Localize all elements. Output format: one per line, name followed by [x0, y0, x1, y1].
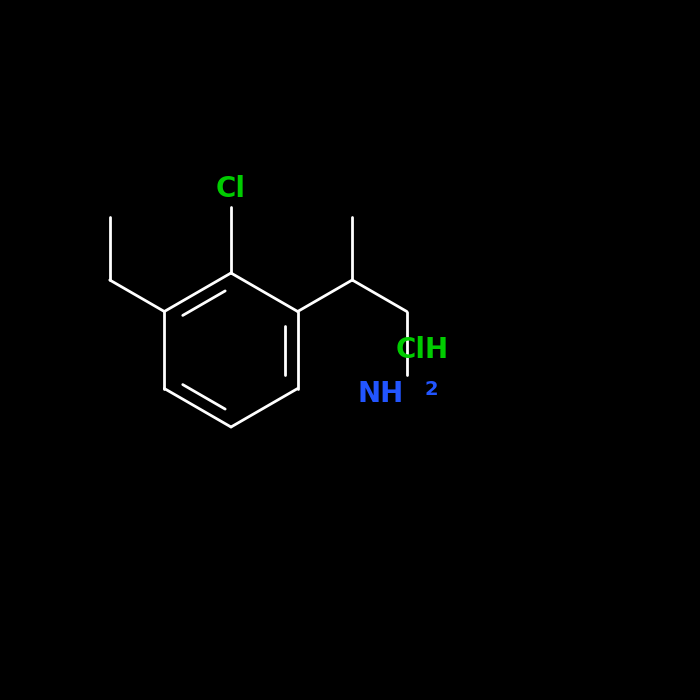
- Text: ClH: ClH: [395, 336, 449, 364]
- Text: Cl: Cl: [216, 175, 246, 203]
- Text: 2: 2: [424, 380, 438, 399]
- Text: NH: NH: [357, 380, 403, 408]
